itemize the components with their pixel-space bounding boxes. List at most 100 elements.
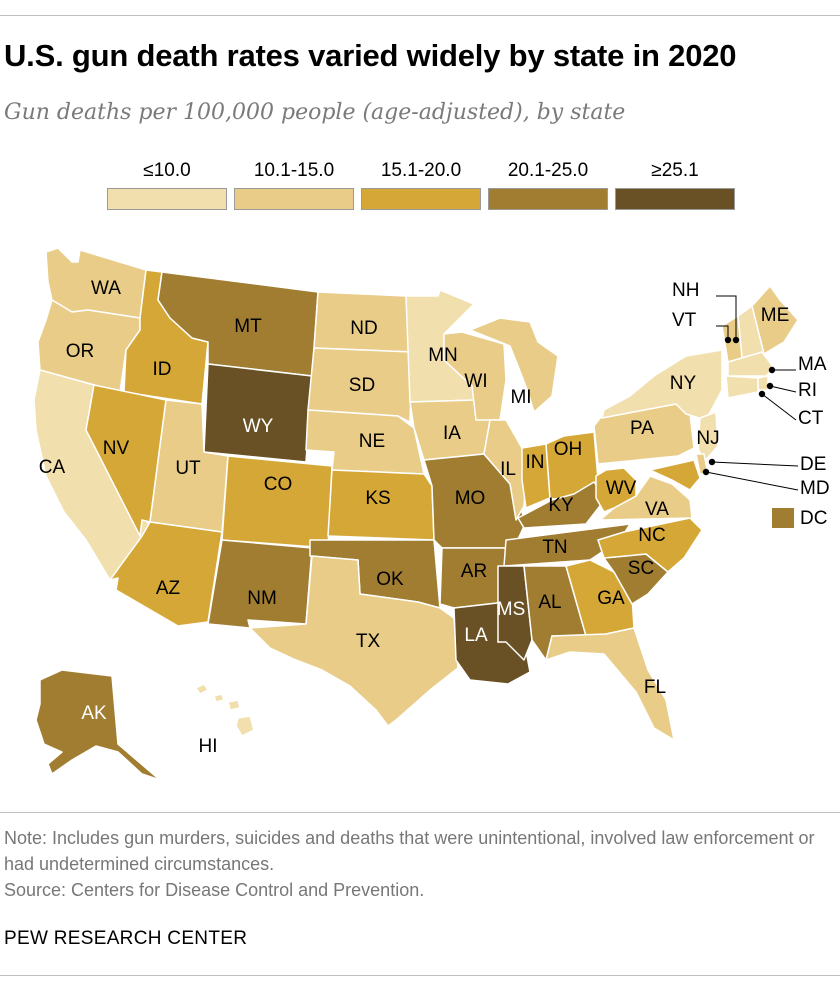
state-label-nv: NV [103, 438, 130, 459]
legend-swatch [488, 188, 608, 210]
state-label-il: IL [500, 459, 516, 480]
leader-line [761, 393, 797, 421]
state-label-mt: MT [234, 316, 262, 337]
state-label-tx: TX [356, 631, 381, 652]
state-label-ga: GA [597, 588, 625, 609]
leader-line [705, 471, 799, 491]
state-label-fl: FL [644, 677, 666, 698]
leader-dot [768, 366, 776, 374]
state-wy [203, 363, 313, 463]
state-label-ky: KY [548, 495, 574, 516]
state-label-pa: PA [630, 418, 654, 439]
state-label-nm: NM [247, 588, 277, 609]
state-label-ks: KS [365, 488, 390, 509]
legend-label: ≤10.0 [143, 160, 191, 181]
state-label-dc: DC [800, 508, 827, 529]
state-label-nd: ND [350, 318, 377, 339]
state-label-al: AL [538, 592, 561, 613]
leader-dot [758, 390, 766, 398]
state-label-vt: VT [672, 310, 697, 331]
legend-swatch [234, 188, 354, 210]
state-nm [207, 539, 313, 629]
top-rule [0, 15, 840, 16]
chart-subtitle: Gun deaths per 100,000 people (age-adjus… [4, 100, 626, 125]
state-label-wv: WV [606, 478, 637, 499]
state-label-de: DE [800, 454, 826, 475]
state-sd [307, 347, 413, 423]
legend-swatch [615, 188, 735, 210]
state-co [221, 455, 333, 549]
legend: ≤10.0 10.1-15.0 15.1-20.0 20.1-25.0 ≥25.… [107, 160, 737, 212]
leader-dot [724, 336, 732, 344]
state-label-wa: WA [91, 278, 121, 299]
state-label-ne: NE [359, 431, 385, 452]
state-in [521, 443, 551, 509]
source-note: Source: Centers for Disease Control and … [4, 880, 425, 900]
state-label-mn: MN [428, 345, 458, 366]
state-wv [595, 467, 637, 513]
state-label-ia: IA [443, 423, 461, 444]
state-label-or: OR [66, 341, 95, 362]
legend-item: ≤10.0 [107, 160, 227, 210]
state-label-wi: WI [464, 371, 487, 392]
state-il [483, 419, 527, 521]
state-label-sc: SC [628, 558, 654, 579]
state-label-ny: NY [670, 373, 697, 394]
chart-title: U.S. gun death rates varied widely by st… [4, 38, 737, 73]
state-label-ma: MA [798, 354, 827, 375]
state-label-ar: AR [461, 561, 487, 582]
footnote: Note: Includes gun murders, suicides and… [4, 828, 815, 874]
state-ny [601, 349, 723, 421]
state-label-ak: AK [81, 703, 107, 724]
state-ak [35, 669, 161, 781]
state-label-la: LA [464, 625, 488, 646]
state-label-nj: NJ [696, 428, 719, 449]
state-label-sd: SD [349, 375, 375, 396]
leader-dot [732, 336, 740, 344]
state-tx [249, 555, 459, 727]
leader-line [769, 385, 797, 393]
organization-credit: PEW RESEARCH CENTER [4, 928, 248, 949]
state-label-ms: MS [497, 599, 526, 620]
state-ct [725, 375, 759, 399]
state-label-va: VA [645, 499, 669, 520]
leader-line [716, 295, 737, 340]
us-choropleth-map: WA OR CA ID NV MT WY UT AZ CO NM ND SD NE KS OK TX MN IA MO… [33, 247, 830, 781]
legend-swatch [107, 188, 227, 210]
legend-item: ≥25.1 [615, 160, 735, 210]
bottom-rule [0, 975, 840, 976]
state-label-mo: MO [455, 488, 486, 509]
leader-dot [708, 458, 716, 466]
state-label-in: IN [526, 452, 545, 473]
state-az [109, 521, 223, 627]
state-label-ct: CT [798, 408, 824, 429]
leader-line [716, 325, 729, 340]
state-label-nh: NH [672, 280, 699, 301]
state-nj [697, 411, 719, 463]
state-label-ut: UT [175, 458, 201, 479]
legend-label: 15.1-20.0 [380, 160, 462, 181]
state-fl [545, 627, 675, 741]
dc-swatch [772, 508, 794, 528]
footer-rule [0, 812, 840, 813]
state-nc [597, 517, 703, 573]
legend-label: 10.1-15.0 [253, 160, 335, 181]
state-hi [195, 683, 255, 737]
legend-swatch [361, 188, 481, 210]
state-md [649, 459, 701, 491]
state-label-tn: TN [542, 537, 567, 558]
state-ri [757, 375, 769, 391]
legend-item: 10.1-15.0 [234, 160, 354, 210]
legend-label: 20.1-25.0 [507, 160, 589, 181]
state-label-oh: OH [554, 439, 583, 460]
state-label-mi: MI [510, 387, 531, 408]
state-label-me: ME [761, 305, 790, 326]
legend-label: ≥25.1 [651, 160, 699, 181]
state-label-co: CO [264, 474, 293, 495]
state-mi [469, 317, 559, 413]
state-label-wy: WY [243, 416, 274, 437]
state-label-id: ID [153, 359, 172, 380]
state-label-ca: CA [39, 457, 66, 478]
leader-line [711, 461, 799, 467]
state-label-nc: NC [638, 525, 665, 546]
